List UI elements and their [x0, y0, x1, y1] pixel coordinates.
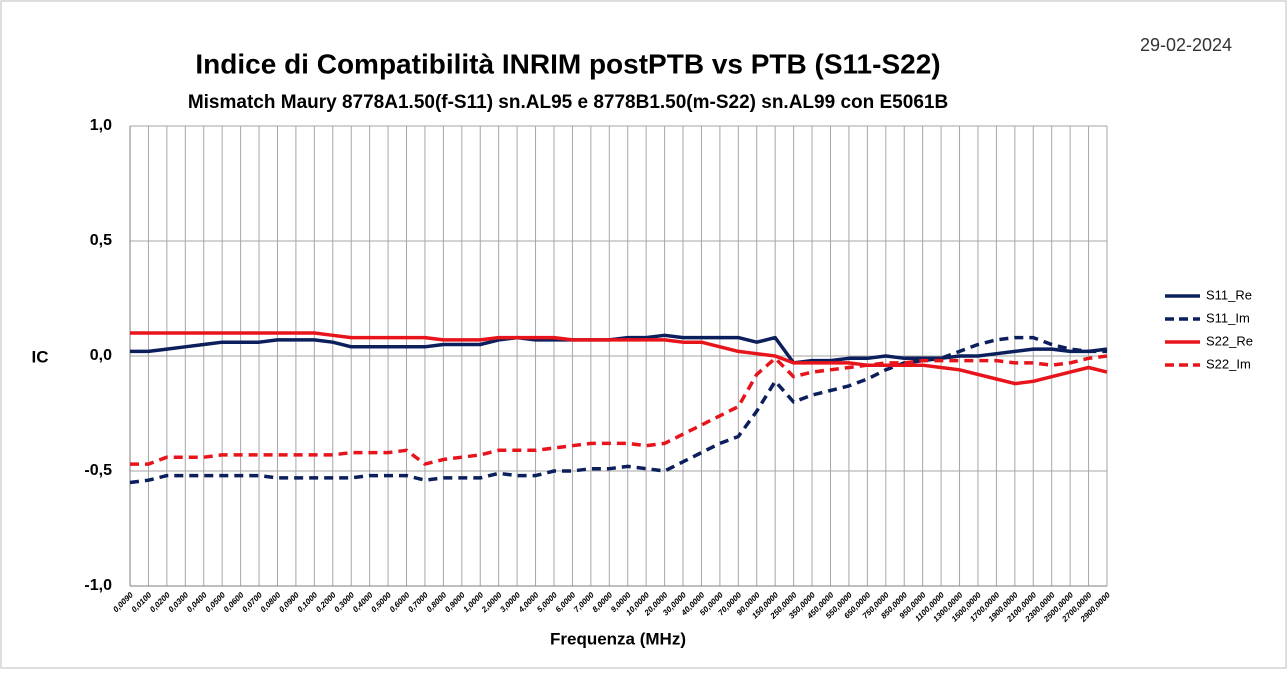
- series-line: [129, 335, 1107, 485]
- series-line: [130, 354, 1108, 466]
- y-tick-label: -1,0: [84, 577, 112, 594]
- chart-subtitle: Mismatch Maury 8778A1.50(f-S11) sn.AL95 …: [188, 92, 948, 113]
- legend-label: S11_Im: [1206, 310, 1250, 325]
- legend-label: S22_Re: [1206, 333, 1253, 348]
- y-tick-label: -0,5: [84, 462, 112, 479]
- legend-label: S22_Im: [1206, 356, 1251, 371]
- y-tick-label: 1,0: [90, 117, 112, 134]
- y-tick-label: 0,5: [90, 232, 112, 249]
- legend-label: S11_Re: [1206, 287, 1252, 302]
- chart-title: Indice di Compatibilità INRIM postPTB vs…: [195, 48, 940, 79]
- x-axis-label: Frequenza (MHz): [550, 629, 686, 648]
- series-line: [130, 331, 1108, 386]
- y-axis-label: IC: [32, 347, 49, 366]
- date: 29-02-2024: [1140, 35, 1232, 55]
- y-tick-label: 0,0: [90, 347, 112, 364]
